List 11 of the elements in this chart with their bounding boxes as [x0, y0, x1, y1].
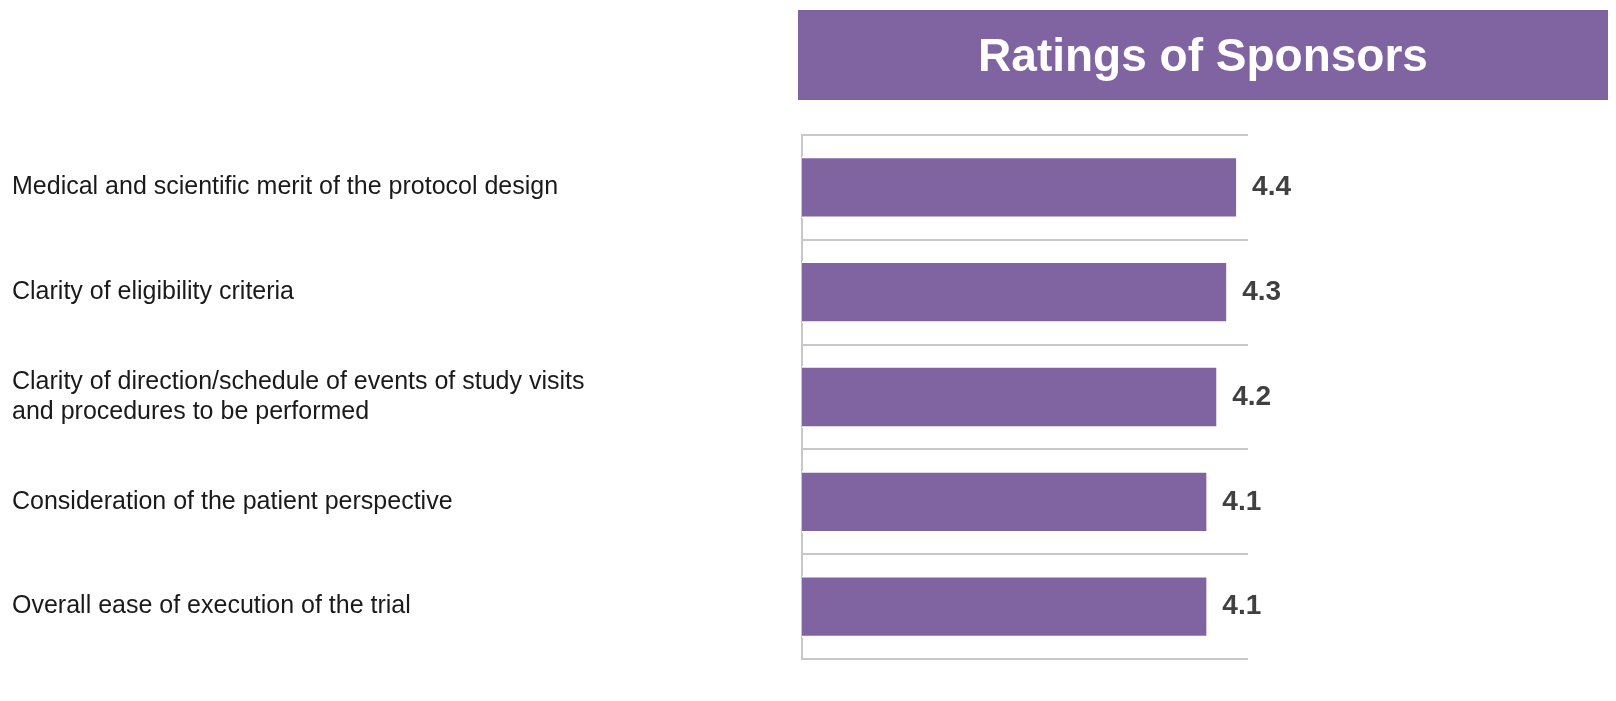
data-label: 4.1 — [1222, 589, 1262, 621]
data-label: 4.3 — [1242, 274, 1282, 306]
data-label: 4.2 — [1232, 379, 1272, 411]
y-tick-label: Overall ease of execution of the trial — [12, 590, 411, 619]
chart-title: Ratings of Sponsors — [798, 10, 1608, 100]
data-label: 4.4 — [1252, 170, 1292, 202]
y-tick-label: Consideration of the patient perspective — [12, 485, 453, 514]
y-tick-label: Clarity of eligibility criteria — [12, 276, 295, 305]
y-tick-label: Clarity of direction/schedule of events of study visits and procedures to be performed — [12, 365, 585, 424]
data-label: 4.1 — [1222, 484, 1262, 516]
y-tick-label: Medical and scientific merit of the protocol design — [12, 171, 559, 200]
